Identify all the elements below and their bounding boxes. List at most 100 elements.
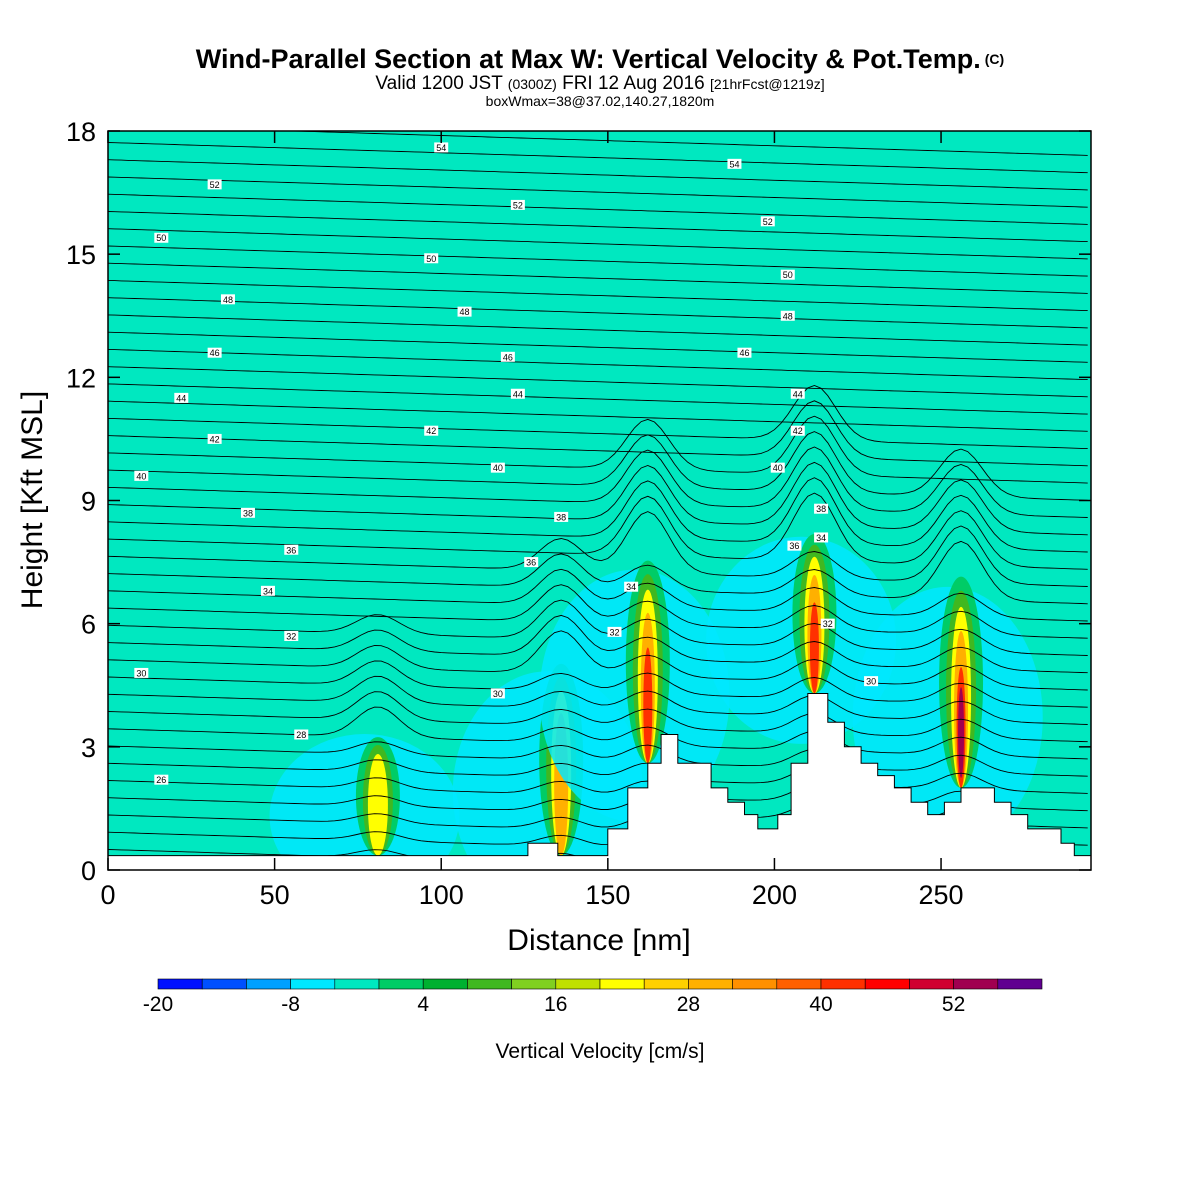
- theta-label-bg: [154, 232, 169, 243]
- colorbar-swatch: [599, 978, 645, 990]
- x-tick-label: 100: [419, 880, 464, 910]
- x-tick-label: 250: [919, 880, 964, 910]
- theta-label: 46: [739, 348, 749, 358]
- theta-label: 38: [816, 504, 826, 514]
- colorbar-swatch: [334, 978, 380, 990]
- y-tick-label: 12: [66, 363, 96, 393]
- theta-label: 34: [263, 586, 273, 596]
- theta-contour: [108, 366, 1088, 398]
- theta-contour: [108, 706, 1088, 760]
- y-axis-label: Height [Kft MSL]: [16, 391, 49, 609]
- theta-contour: [108, 691, 1088, 743]
- theta-label-bg: [780, 269, 795, 280]
- chart-title-text: Wind-Parallel Section at Max W: Vertical…: [195, 44, 981, 74]
- colorbar-swatch: [776, 978, 822, 990]
- theta-label: 54: [729, 159, 739, 169]
- theta-label-bg: [814, 532, 829, 543]
- box-wmax-info: boxWmax=38@37.02,140.27,1820m: [485, 93, 715, 109]
- colorbar-swatch: [290, 978, 336, 990]
- theta-contour: [108, 193, 1088, 225]
- colorbar-swatch: [511, 978, 557, 990]
- theta-label: 36: [286, 545, 296, 555]
- theta-contour: [108, 675, 1088, 725]
- theta-label-bg: [607, 626, 622, 637]
- updraft-5-peak: [958, 687, 965, 778]
- theta-label-bg: [174, 392, 189, 403]
- theta-label-bg: [284, 630, 299, 641]
- theta-label-bg: [624, 581, 639, 592]
- theta-contour: [108, 385, 1088, 450]
- theta-contour: [108, 614, 1088, 674]
- theta-label: 48: [223, 295, 233, 305]
- y-tick-label: 3: [81, 733, 96, 763]
- theta-label-bg: [294, 729, 309, 740]
- theta-contour: [108, 492, 1088, 570]
- theta-label-bg: [457, 306, 472, 317]
- theta-label-bg: [780, 310, 795, 321]
- theta-contour-labels: 54 54 52 52 52 50 50 50 48 48 48 46 46 46 44 44 44 42 42 42…: [134, 142, 879, 785]
- theta-label-bg: [424, 253, 439, 264]
- theta-contour: [108, 431, 1088, 501]
- theta-label-bg: [510, 388, 525, 399]
- theta-label: 30: [493, 689, 503, 699]
- theta-label-bg: [510, 199, 525, 210]
- theta-contour: [108, 477, 1088, 553]
- theta-label: 40: [136, 471, 146, 481]
- theta-label-bg: [240, 507, 255, 518]
- updraft-3-core-5: [643, 647, 653, 764]
- theta-label-bg: [554, 511, 569, 522]
- theta-label-bg: [790, 425, 805, 436]
- theta-label: 38: [556, 512, 566, 522]
- x-axis: 0 50 100 150 200 250: [100, 131, 964, 910]
- theta-label-bg: [207, 347, 222, 358]
- colorbar-swatch: [953, 978, 999, 990]
- forecast-info: [21hrFcst@1219z]: [709, 76, 825, 92]
- colorbar: -20 -8 4 16 28 40 52: [143, 978, 1043, 1016]
- theta-label-bg: [490, 688, 505, 699]
- theta-label-bg: [790, 388, 805, 399]
- theta-label-bg: [500, 351, 515, 362]
- colorbar-tick-label: 4: [417, 993, 429, 1016]
- theta-contour: [108, 297, 1088, 329]
- theta-contour: [108, 245, 1088, 277]
- theta-label: 32: [609, 627, 619, 637]
- colorbar-swatch: [157, 978, 203, 990]
- theta-label: 40: [773, 463, 783, 473]
- theta-label: 50: [426, 254, 436, 264]
- colorbar-swatch: [378, 978, 424, 990]
- theta-contour: [108, 159, 1088, 191]
- y-tick-label: 0: [81, 856, 96, 886]
- theta-contour: [108, 630, 1088, 691]
- colorbar-swatch: [643, 978, 689, 990]
- colorbar-swatch: [820, 978, 866, 990]
- theta-label: 54: [436, 143, 446, 153]
- theta-label: 38: [243, 508, 253, 518]
- theta-contour: [108, 759, 1088, 794]
- colorbar-label: Vertical Velocity [cm/s]: [496, 1040, 705, 1063]
- colorbar-tick-label: 28: [677, 993, 700, 1016]
- theta-label-bg: [154, 774, 169, 785]
- theta-label-bg: [787, 540, 802, 551]
- theta-label: 28: [296, 730, 306, 740]
- colorbar-swatch: [688, 978, 733, 990]
- theta-contour: [279, 131, 1088, 156]
- theta-contour: [108, 228, 1088, 260]
- theta-label: 48: [783, 311, 793, 321]
- theta-label: 32: [286, 631, 296, 641]
- x-tick-label: 150: [585, 880, 630, 910]
- theta-label: 52: [210, 180, 220, 190]
- theta-contour: [108, 142, 1088, 174]
- updraft-1-core-3: [367, 754, 388, 856]
- theta-label-bg: [864, 676, 879, 687]
- colorbar-swatch: [909, 978, 954, 990]
- theta-label: 30: [136, 668, 146, 678]
- colorbar-tick-label: 52: [942, 993, 965, 1016]
- theta-label: 36: [526, 558, 536, 568]
- theta-contour: [108, 383, 1088, 415]
- theta-label-bg: [260, 585, 275, 596]
- colorbar-swatch: [997, 978, 1043, 990]
- y-tick-label: 9: [81, 487, 96, 517]
- theta-contour: [108, 415, 1088, 484]
- theta-label-bg: [220, 294, 235, 305]
